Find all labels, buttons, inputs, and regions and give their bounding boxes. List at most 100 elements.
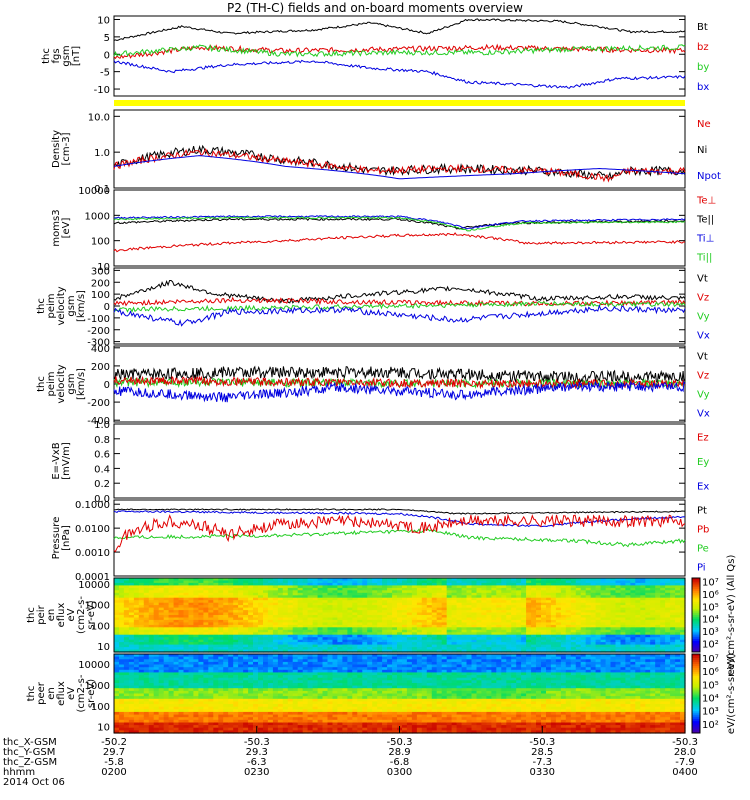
ytick-label-fgs: 10 — [97, 15, 110, 26]
xaxis-value: 29.3 — [246, 747, 268, 758]
ylabel-line: en — [46, 687, 57, 700]
series-Vt — [113, 279, 686, 304]
ylabel-line: Density — [51, 130, 62, 168]
ytick-label-peer: 10000 — [78, 660, 110, 671]
xaxis-value: 0230 — [244, 767, 269, 778]
ytick-label-peer: 1000 — [85, 681, 110, 692]
ytick-label-vel1: 100 — [91, 290, 110, 301]
legend-by: by — [697, 62, 709, 73]
legend-Ti||: Ti|| — [696, 253, 712, 264]
ytick-label-efield: 0.0 — [94, 494, 110, 505]
ylabel-line: peim — [46, 371, 57, 396]
colorbar-tick: 10³ — [702, 627, 719, 638]
ylabel-line: thc — [26, 607, 37, 623]
ytick-label-efield: 0.6 — [94, 450, 110, 461]
ylabel-line: [km/s] — [76, 290, 87, 322]
xaxis-value: -7.3 — [532, 757, 552, 768]
ylabel-line: velocity — [56, 364, 67, 403]
xaxis-row-label: thc_Z-GSM — [3, 757, 57, 768]
ylabel-line: [eV] — [61, 218, 72, 239]
ytick-label-vel1: -200 — [87, 326, 110, 337]
ylabel-line: velocity — [56, 286, 67, 325]
legend-Vt: Vt — [697, 352, 708, 363]
ytick-label-peir: 10000 — [78, 580, 110, 591]
series-Vy — [113, 300, 686, 313]
legend-Vx: Vx — [697, 409, 710, 420]
series-Ti-perp — [113, 215, 686, 230]
legend-Ne: Ne — [697, 119, 711, 130]
ytick-label-efield: 0.4 — [94, 464, 110, 475]
xaxis-value: -50.3 — [387, 737, 413, 748]
colorbar-tick: 10⁵ — [702, 680, 719, 691]
legend-Vz: Vz — [697, 371, 709, 382]
ytick-label-peir: 1000 — [85, 601, 110, 612]
ytick-label-pressure: 0.0001 — [75, 572, 110, 583]
ylabel-line: E=-VxB — [51, 442, 62, 479]
colorbar-peer — [691, 653, 701, 734]
ylabel-line: eV — [66, 608, 77, 621]
panel-frame-density — [113, 109, 686, 189]
panel-frame-fgs — [113, 15, 686, 97]
series-Vx — [113, 380, 686, 403]
ytick-label-density: 1.0 — [94, 148, 110, 159]
panel-frame-peir — [113, 577, 686, 653]
ylabel-line: [mV/m] — [61, 442, 72, 480]
ylabel-line: (cm2-s- — [76, 674, 87, 712]
ytick-label-pressure: 0.0100 — [75, 524, 110, 535]
ylabel-line: eflux — [56, 681, 67, 706]
spectrogram-peir — [114, 578, 686, 653]
legend-Pb: Pb — [697, 525, 709, 536]
ytick-label-vel1: -300 — [87, 338, 110, 349]
series-by — [113, 44, 686, 58]
ylabel-line: [km/s] — [76, 368, 87, 400]
legend-Pi: Pi — [697, 563, 706, 574]
colorbar-peir — [691, 577, 701, 653]
ytick-label-peer: 10 — [97, 723, 110, 734]
ylabel-line: thc — [41, 48, 52, 64]
ytick-label-peer: 100 — [91, 702, 110, 713]
ylabel-line: gsm — [66, 373, 77, 394]
ytick-label-vel2: -200 — [87, 398, 110, 409]
ytick-label-efield: 0.8 — [94, 435, 110, 446]
series-Pt — [113, 508, 686, 515]
series-Bt — [113, 18, 686, 42]
legend-Ey: Ey — [697, 457, 709, 468]
ytick-label-fgs: -5 — [100, 68, 110, 79]
colorbar-tick: 10³ — [702, 707, 719, 718]
xaxis-value: 0200 — [101, 767, 126, 778]
ylabel-line: [nT] — [71, 46, 82, 66]
legend-Npot: Npot — [697, 171, 721, 182]
spectrogram-peer — [114, 654, 686, 734]
legend-Ez: Ez — [697, 432, 709, 443]
xaxis-value: -7.9 — [675, 757, 695, 768]
xaxis-value: 28.9 — [388, 747, 410, 758]
ylabel-line: en — [46, 609, 57, 622]
ytick-label-temp: 10000 — [78, 186, 110, 197]
legend-Ni: Ni — [697, 145, 707, 156]
xaxis-value: -50.3 — [672, 737, 698, 748]
panel-frame-efield — [113, 423, 686, 499]
ylabel-vel1: thc peim velocity gsm [km/s] — [36, 286, 87, 325]
ylabel-line: sr-eV) — [86, 679, 97, 708]
colorbar-tick: 10² — [702, 639, 719, 650]
ytick-label-vel2: -400 — [87, 416, 110, 427]
legend-Ti⊥: Ti⊥ — [696, 234, 714, 245]
series-bx — [113, 59, 686, 89]
legend-bz: bz — [697, 42, 709, 53]
colorbar-tick: 10⁶ — [702, 667, 719, 678]
legend-Te||: Te|| — [696, 215, 714, 226]
ylabel-line: peir — [36, 604, 47, 624]
ylabel-line: [cm-3] — [61, 132, 72, 165]
legend-Pt: Pt — [697, 506, 707, 517]
colorbar-tick: 10⁷ — [702, 578, 719, 589]
series-Vt — [113, 365, 686, 385]
colorbar-tick: 10⁴ — [702, 615, 719, 626]
series-Npot — [113, 155, 686, 180]
ytick-label-fgs: 0 — [104, 50, 110, 61]
colorbar-label: eV/(cm²-s-sr-eV) (All Qs) — [726, 555, 737, 676]
xaxis-value: 28.0 — [674, 747, 696, 758]
ytick-label-vel2: 0 — [104, 380, 110, 391]
series-Pe — [113, 528, 686, 548]
ytick-label-vel1: -100 — [87, 314, 110, 325]
